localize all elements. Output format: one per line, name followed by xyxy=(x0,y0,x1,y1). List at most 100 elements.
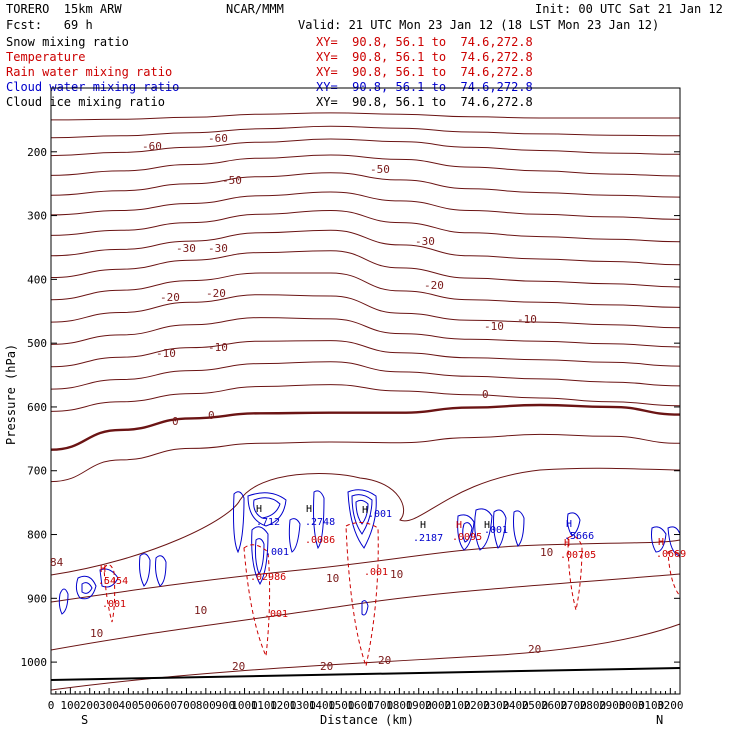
x-tick-label: 1100 xyxy=(251,699,278,712)
contour-label: 10 xyxy=(540,546,553,559)
x-tick-label: 2200 xyxy=(464,699,491,712)
x-axis-title: Distance (km) xyxy=(320,713,414,727)
temperature-contour-line xyxy=(50,172,681,198)
temperature-contour-line xyxy=(50,125,681,139)
cloud-contour xyxy=(247,492,287,527)
x-tick-label: 700 xyxy=(177,699,197,712)
contour-label: -60 xyxy=(142,140,162,153)
init-time: Init: 00 UTC Sat 21 Jan 12 xyxy=(535,2,723,16)
temperature-contour-line xyxy=(50,229,681,266)
x-tick-label: 1600 xyxy=(347,699,374,712)
temperature-contours xyxy=(50,112,681,691)
legend-cloud-water-xy: XY= 90.8, 56.1 to 74.6,272.8 xyxy=(316,80,533,94)
x-tick-label: 3100 xyxy=(638,699,665,712)
y-tick-label: 300 xyxy=(27,210,47,223)
legend-cloud-ice-name: Cloud ice mixing ratio xyxy=(6,95,165,109)
value-label: .001 xyxy=(364,567,388,578)
contour-label: 0 xyxy=(482,388,489,401)
contour-label: -30 xyxy=(208,242,228,255)
contour-label: 84 xyxy=(50,556,64,569)
cloud-contour xyxy=(513,510,525,547)
legend-rain-name: Rain water mixing ratio xyxy=(6,65,173,79)
cloud-contour xyxy=(233,491,245,554)
y-tick-label: 400 xyxy=(27,273,47,286)
value-label: .001 xyxy=(264,609,288,620)
x-tick-label: 1400 xyxy=(309,699,336,712)
y-tick-label: 700 xyxy=(27,465,47,478)
contour-label: 20 xyxy=(320,660,333,673)
h-marker: H xyxy=(362,505,368,516)
contour-label: -30 xyxy=(415,235,435,248)
value-label: .02986 xyxy=(250,572,286,583)
h-marker: H xyxy=(306,504,312,515)
cloud-contour xyxy=(288,518,301,553)
cloud-contour xyxy=(457,514,475,551)
x-tick-label: 1000 xyxy=(231,699,258,712)
valid-time: Valid: 21 UTC Mon 23 Jan 12 (18 LST Mon … xyxy=(298,18,660,32)
cloud-contour xyxy=(251,526,269,586)
contour-label: -60 xyxy=(208,132,228,145)
y-tick-label: 1000 xyxy=(21,656,48,669)
x-tick-label: 2700 xyxy=(560,699,587,712)
h-markers: H H H H H H H H H H xyxy=(100,504,664,575)
value-label: .00705 xyxy=(560,550,596,561)
h-marker: H xyxy=(566,519,572,530)
temperature-contour-line xyxy=(50,294,681,329)
contour-label: -30 xyxy=(176,242,196,255)
rain-contour xyxy=(103,564,116,623)
x-tick-label: 800 xyxy=(196,699,216,712)
value-label: .712 xyxy=(256,517,280,528)
h-marker: H xyxy=(256,504,262,515)
temperature-contour-line xyxy=(50,154,681,177)
temperature-contour-line xyxy=(50,623,681,691)
contour-labels: -60 -60 -50 -50 -30 -30 -30 -20 -20 -20 … xyxy=(50,132,553,673)
temperature-contour-line xyxy=(50,467,681,576)
x-tick-label: 2900 xyxy=(599,699,626,712)
legend-snow-name: Snow mixing ratio xyxy=(6,35,129,49)
y-tick-label: 600 xyxy=(27,401,47,414)
x-tick-label: 500 xyxy=(138,699,158,712)
value-label: .001 xyxy=(368,509,392,520)
cloud-contour xyxy=(361,600,369,616)
south-end-label: S xyxy=(81,713,88,727)
cloud-contour xyxy=(155,555,167,587)
value-label: .0669 xyxy=(656,549,686,560)
h-marker: H xyxy=(100,564,106,575)
x-tick-label: 2600 xyxy=(541,699,568,712)
x-tick-label: 1900 xyxy=(405,699,432,712)
cloud-contour xyxy=(75,575,97,600)
contour-label: 10 xyxy=(194,604,207,617)
h-marker: H xyxy=(658,537,664,548)
contour-label: 0 xyxy=(172,415,179,428)
value-label: .2187 xyxy=(413,533,443,544)
h-marker: H xyxy=(484,520,490,531)
temperature-contour-line xyxy=(50,209,681,243)
h-marker: H xyxy=(564,538,570,549)
contour-label: 20 xyxy=(378,654,391,667)
contour-label: 20 xyxy=(528,643,541,656)
legend-snow-xy: XY= 90.8, 56.1 to 74.6,272.8 xyxy=(316,35,533,49)
contour-label: 0 xyxy=(208,409,215,422)
cloud-contour xyxy=(347,489,377,549)
x-tick-label: 600 xyxy=(157,699,177,712)
temperature-contour-line xyxy=(50,539,681,603)
legend-temperature-name: Temperature xyxy=(6,50,86,64)
value-label: .001 xyxy=(484,525,508,536)
x-tick-label: 0 xyxy=(48,699,55,712)
x-tick-label: 2500 xyxy=(522,699,549,712)
x-tick-label: 2800 xyxy=(580,699,607,712)
north-end-label: N xyxy=(656,713,663,727)
temperature-contour-line xyxy=(50,361,681,390)
cloud-contour xyxy=(253,497,281,519)
temperature-contour-line xyxy=(50,317,681,348)
x-tick-label: 2400 xyxy=(502,699,529,712)
x-tick-label: 1200 xyxy=(270,699,297,712)
rain-water-contours xyxy=(103,522,681,668)
value-label: .5666 xyxy=(564,531,594,542)
contour-label: 10 xyxy=(390,568,403,581)
temperature-contour-line xyxy=(50,340,681,368)
y-tick-label: 900 xyxy=(27,592,47,605)
x-tick-label: 3000 xyxy=(618,699,645,712)
cloud-contour xyxy=(254,538,265,576)
cloud-contour xyxy=(351,494,373,535)
